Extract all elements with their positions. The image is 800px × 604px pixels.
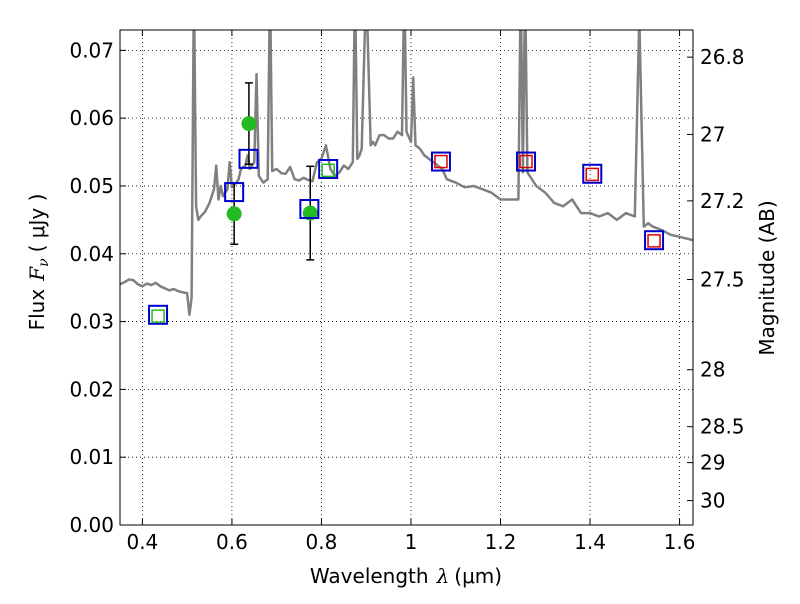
- y2-tick-label: 27: [700, 122, 725, 146]
- inner-square-marker: [151, 309, 165, 323]
- green-data-point: [302, 205, 318, 221]
- y2-axis-label: Magnitude (AB): [755, 200, 779, 355]
- green-data-point: [241, 116, 257, 132]
- inner-square-marker: [519, 154, 533, 169]
- x-tick-label: 1.6: [664, 530, 696, 554]
- y-axis-label: FluxFν( μJy ): [25, 194, 52, 331]
- y-tick-label: 0.00: [69, 513, 114, 537]
- y2-tick-label: 26.8: [700, 45, 745, 69]
- inner-square-marker: [434, 154, 448, 169]
- blue-square-marker: [238, 148, 259, 169]
- plot-frame: [119, 29, 694, 526]
- green-data-point: [226, 206, 242, 222]
- x-tick-label: 0.6: [216, 530, 248, 554]
- blue-square-marker: [318, 159, 339, 180]
- x-tick-label: 0.4: [126, 530, 158, 554]
- y-tick-label: 0.03: [69, 310, 114, 334]
- inner-square-marker: [585, 167, 600, 182]
- y2-tick-label: 30: [700, 489, 725, 513]
- y2-tick-label: 27.5: [700, 268, 745, 292]
- x-tick-label: 0.8: [306, 530, 338, 554]
- y-tick-label: 0.01: [69, 445, 114, 469]
- x-tick-label: 1.4: [574, 530, 606, 554]
- y-tick-label: 0.04: [69, 242, 114, 266]
- y2-tick-label: 29: [700, 451, 725, 475]
- x-tick-label: 1.2: [485, 530, 517, 554]
- y2-tick-label: 28: [700, 358, 725, 382]
- y-tick-label: 0.07: [69, 38, 114, 62]
- model-spectrum: [120, 30, 693, 317]
- y2-tick-label: 27.2: [700, 189, 745, 213]
- photometry-points: [148, 82, 665, 325]
- grid: [120, 30, 693, 526]
- blue-square-marker: [516, 151, 537, 172]
- blue-square-marker: [224, 182, 245, 203]
- blue-square-marker: [299, 199, 320, 220]
- y-tick-label: 0.05: [69, 174, 114, 198]
- inner-square-marker: [647, 234, 661, 248]
- blue-square-marker: [644, 230, 665, 251]
- spectrum-line: [120, 30, 693, 317]
- x-axis-label: Wavelength λ (μm): [310, 564, 502, 588]
- blue-square-marker: [148, 304, 169, 325]
- inner-square-marker: [321, 163, 335, 178]
- y-tick-label: 0.06: [69, 106, 114, 130]
- y2-tick-label: 28.5: [700, 415, 745, 439]
- plot-area: [120, 30, 693, 325]
- blue-square-marker: [582, 163, 603, 184]
- x-tick-label: 1: [405, 530, 418, 554]
- blue-square-marker: [430, 151, 451, 172]
- axis-ticks: 0.4 0.6 0.8 1 1.2 1.4 1.6 0.00 0.01 0.02 0.03 0.04 0…: [69, 30, 745, 554]
- y-tick-label: 0.02: [69, 377, 114, 401]
